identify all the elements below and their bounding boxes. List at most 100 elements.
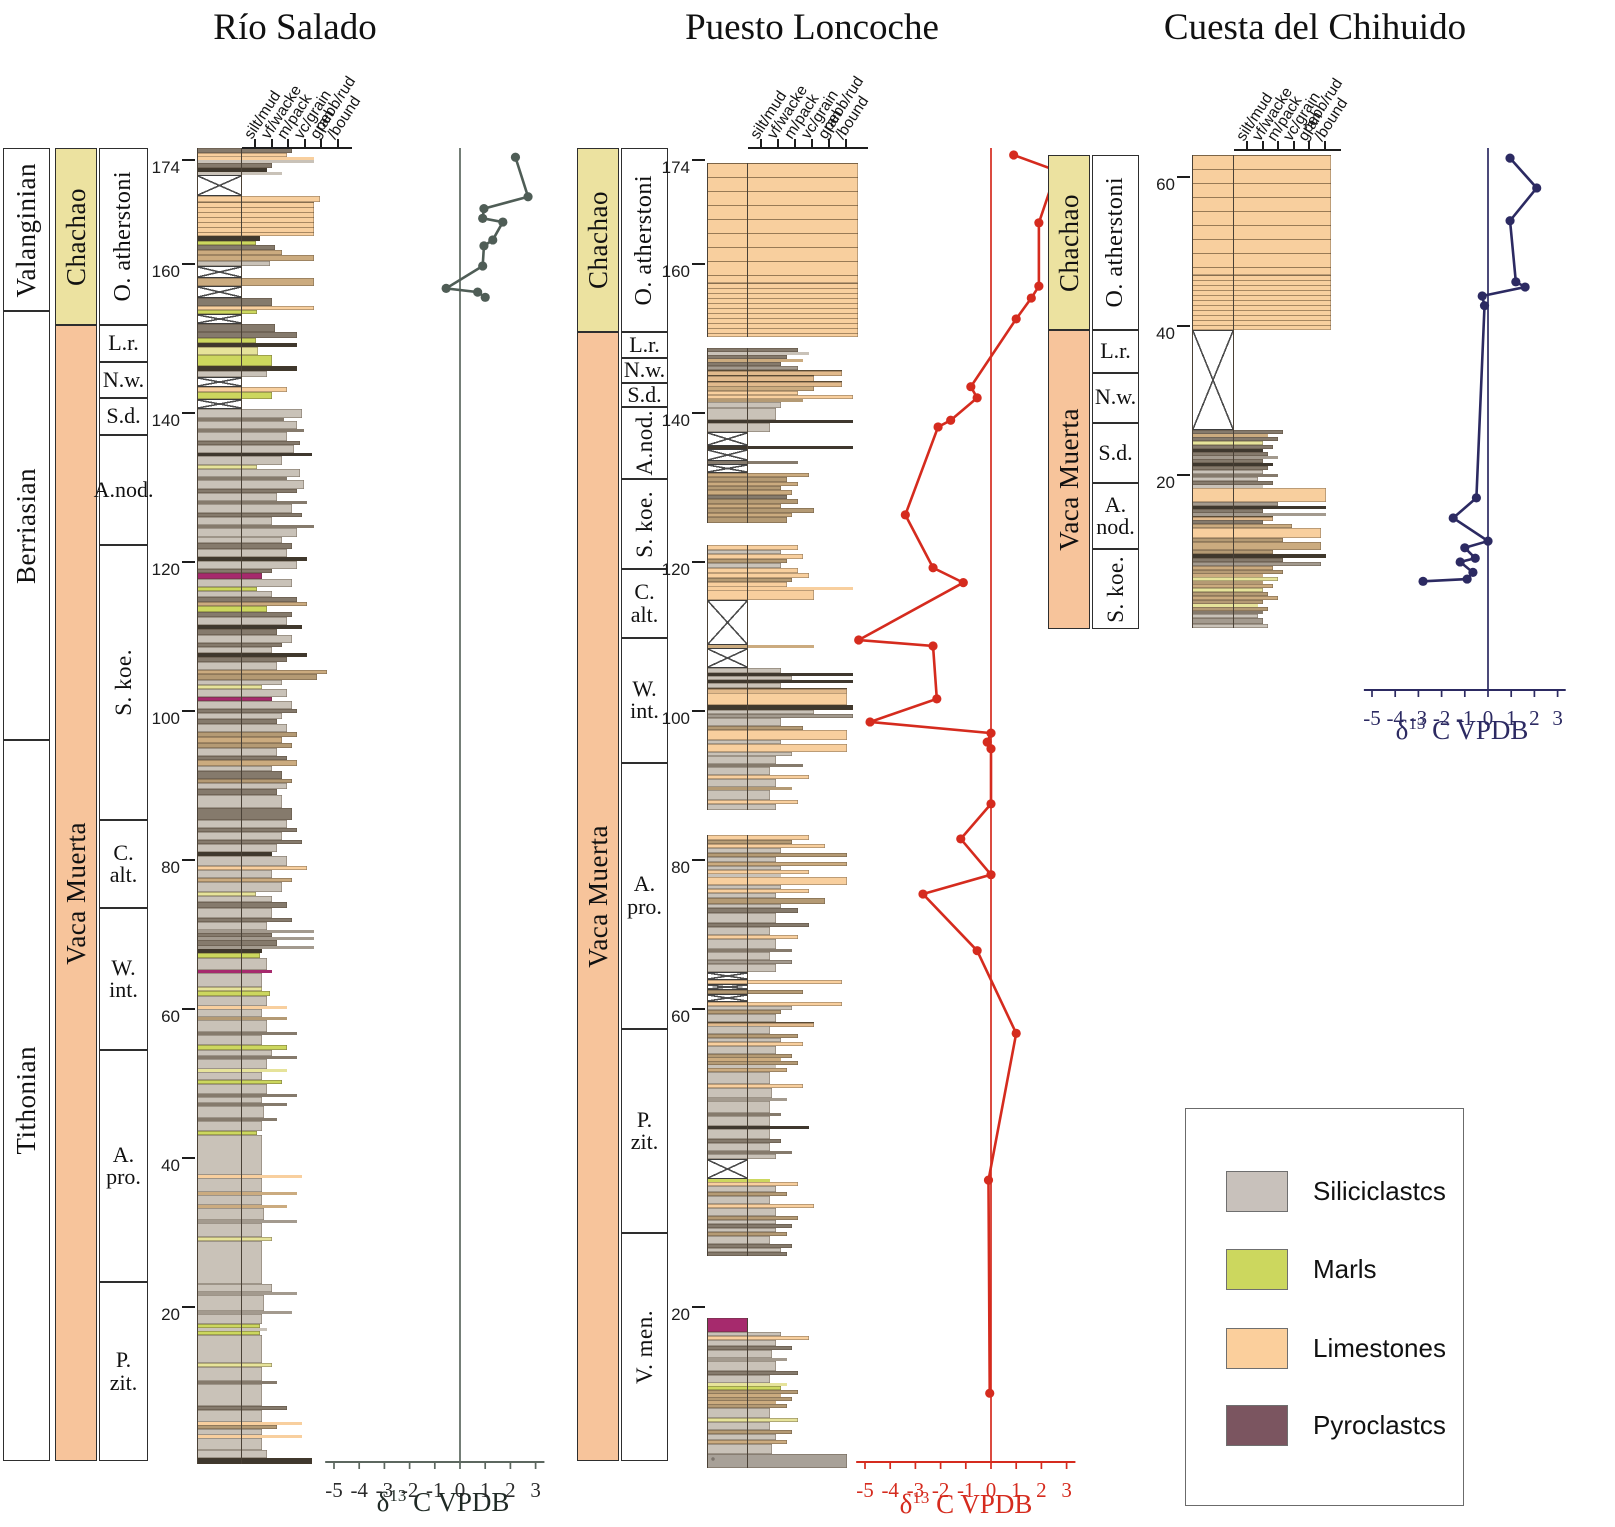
fm-box-ch-chachao: Chachao [1048, 155, 1090, 331]
lith-layer-s [707, 767, 770, 775]
lith-layer-s [197, 1106, 264, 1118]
depth-label: 174 [151, 157, 180, 177]
lith-layer-M [707, 1179, 770, 1182]
lith-layer-t [707, 1397, 792, 1401]
lith-layer-d [1192, 459, 1264, 463]
lith-layer-t [707, 726, 803, 730]
zone-label: C. alt. [109, 839, 138, 888]
x-axis-tick-label-pl: -5 [856, 1478, 874, 1502]
depth-tick [182, 1306, 195, 1308]
lith-layer-s [197, 579, 292, 587]
lith-layer-d [197, 525, 314, 528]
lith-layer-d [707, 949, 792, 952]
lith-layer-s [707, 668, 781, 673]
lith-layer-s [707, 1186, 776, 1192]
grain-size-tick [287, 139, 289, 148]
lith-layer-s [707, 710, 814, 714]
lith-column-edge [707, 1318, 708, 1468]
lith-layer-s [707, 1350, 773, 1358]
lith-layer-s [197, 844, 277, 852]
lith-layer-d [1192, 474, 1278, 477]
lith-layer-M [197, 991, 270, 996]
lith-column-edge [747, 1318, 748, 1468]
fm-label: Vaca Muerta [582, 825, 613, 968]
isotope-data-point-pl [928, 563, 938, 573]
zone-box-pl-a-nod: A.nod. [621, 406, 668, 480]
zone-box-pl-c-alt: C. alt. [621, 569, 668, 638]
depth-tick [182, 710, 195, 712]
lith-layer-s [707, 683, 781, 688]
lith-layer-t [707, 840, 792, 844]
isotope-data-point-pl [1011, 314, 1021, 324]
fm-box-rs-chachao: Chachao [55, 148, 97, 325]
lith-layer-d [707, 923, 809, 927]
lith-layer-k [1192, 554, 1327, 558]
zone-box-ch-l-r: L.r. [1092, 330, 1139, 373]
zone-label: S.d. [627, 381, 662, 407]
lith-layer-k [707, 446, 853, 449]
lith-layer-s [197, 795, 282, 808]
depth-label: 40 [161, 1156, 180, 1175]
lith-layer-l [707, 590, 814, 600]
lith-layer-t [707, 477, 787, 482]
isotope-data-point-pl [932, 694, 942, 704]
lith-layer-s [197, 908, 272, 918]
depth-label: 174 [661, 157, 690, 177]
isotope-data-point-pl [986, 799, 996, 809]
zone-box-pl-a-pro: A. pro. [621, 762, 668, 1029]
lith-layer-W [1192, 516, 1273, 521]
lith-layer-d [1192, 430, 1283, 434]
lith-layer-s [707, 408, 776, 420]
lith-layer-s [707, 1143, 770, 1151]
lith-layer-l [707, 391, 798, 395]
lith-layer-t [707, 517, 787, 523]
lith-layer-d [197, 1032, 297, 1035]
lith-layer-l [197, 866, 307, 870]
lith-layer-d [1192, 466, 1268, 470]
lith-layer-s [707, 563, 781, 568]
lith-layer-t [197, 732, 297, 737]
lith-layer-d [707, 1252, 787, 1256]
lith-layer-cg [707, 1454, 847, 1468]
lith-layer-s [197, 1335, 262, 1363]
lith-layer-k [1192, 463, 1273, 466]
isotope-data-point-ch [1460, 543, 1470, 553]
isotope-data-point-ch [1511, 277, 1521, 287]
grain-size-tick [254, 139, 256, 148]
lith-layer-d [707, 1244, 792, 1248]
lith-layer-l [197, 1422, 302, 1425]
lith-layer-lb [197, 670, 327, 674]
depth-label: 140 [661, 411, 690, 430]
zone-box-rs-a-nod: A.nod. [94, 435, 153, 545]
zone-box-rs-s-koe: S. koe. [99, 544, 148, 821]
depth-tick [692, 1008, 705, 1010]
zone-box-pl-s-koe: S. koe. [621, 479, 668, 570]
lith-layer-s [197, 1195, 262, 1205]
lith-layer-lb [1192, 584, 1273, 588]
lith-layer-s [707, 1154, 776, 1159]
depth-tick [692, 1306, 705, 1308]
zone-label: S. koe. [110, 649, 136, 716]
depth-label: 100 [661, 709, 690, 728]
isotope-data-point-pl [972, 393, 982, 403]
x-axis-tick-label-ch: -5 [1363, 706, 1381, 730]
lith-layer-s [1192, 470, 1264, 474]
lith-layer-s2 [197, 946, 314, 949]
lith-layer-d [197, 1094, 297, 1097]
lith-layer-s [707, 1444, 773, 1454]
lith-layer-s [197, 783, 287, 789]
axis-label-pl: δ13 C VPDB [899, 1488, 1033, 1519]
lith-layer-lb [197, 760, 297, 766]
lith-layer-m [197, 685, 262, 689]
lith-layer-s [197, 820, 287, 828]
lith-layer-p [197, 970, 272, 973]
lith-layer-lb [197, 1205, 287, 1208]
grain-size-tick [811, 139, 813, 148]
lith-layer-s [707, 1088, 773, 1098]
lith-layer-k [197, 236, 260, 241]
zone-box-pl-o-atherstoni: O. atherstoni [621, 148, 668, 333]
lith-layer-l [707, 775, 809, 779]
lith-layer-s [707, 1248, 781, 1252]
lith-layer-s [197, 528, 297, 537]
lith-layer-L [707, 163, 858, 283]
